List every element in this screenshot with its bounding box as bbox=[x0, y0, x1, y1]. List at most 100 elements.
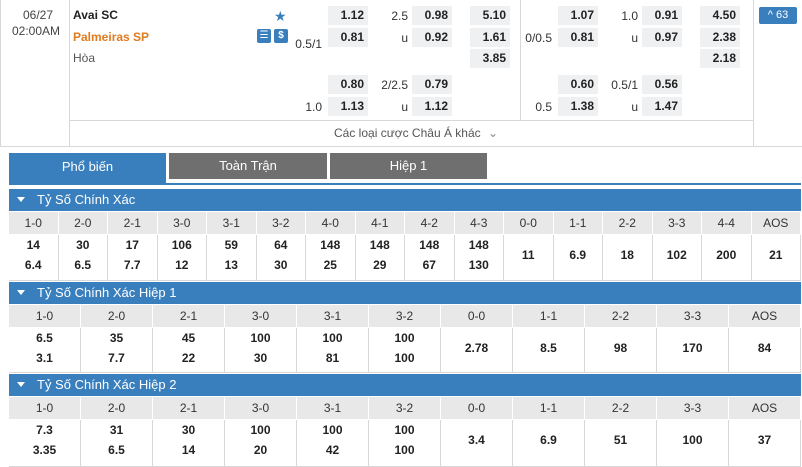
score-odds-cell[interactable]: 148 25 bbox=[306, 235, 356, 280]
ft-ou-over-odd[interactable]: 0.98 bbox=[412, 6, 452, 25]
odds-value[interactable]: 6.9 bbox=[540, 433, 557, 447]
odds-value[interactable]: 12 bbox=[175, 258, 189, 272]
odds-value[interactable]: 148 bbox=[320, 238, 341, 252]
score-odds-cell[interactable]: 106 12 bbox=[158, 235, 207, 280]
collapse-arrow-icon[interactable] bbox=[17, 382, 25, 387]
odds-value[interactable]: 102 bbox=[666, 248, 687, 262]
odds-value[interactable]: 22 bbox=[181, 351, 196, 365]
odds-value[interactable]: 148 bbox=[468, 238, 489, 252]
odds-value[interactable]: 6.5 bbox=[36, 331, 53, 345]
odds-value[interactable]: 7.7 bbox=[123, 258, 141, 272]
ht-1x2-home[interactable]: 4.50 bbox=[700, 6, 740, 25]
odds-value[interactable]: 100 bbox=[394, 423, 415, 437]
odds-value[interactable]: 37 bbox=[757, 433, 772, 447]
odds-value[interactable]: 8.5 bbox=[540, 341, 557, 355]
odds-value[interactable]: 13 bbox=[224, 258, 238, 272]
score-odds-cell[interactable]: 100 81 bbox=[297, 328, 369, 372]
odds-value[interactable]: 20 bbox=[253, 443, 268, 457]
score-odds-cell[interactable]: 100 42 bbox=[297, 420, 369, 466]
odds-value[interactable]: 14 bbox=[181, 443, 196, 457]
score-odds-cell[interactable]: 100 30 bbox=[225, 328, 297, 372]
tab-popular[interactable]: Phổ biến bbox=[9, 153, 166, 183]
odds-value[interactable]: 14 bbox=[26, 238, 40, 252]
odds-value[interactable]: 25 bbox=[323, 258, 337, 272]
tab-first-half[interactable]: Hiệp 1 bbox=[330, 153, 487, 179]
odds-value[interactable]: 3.35 bbox=[32, 443, 57, 457]
score-odds-cell[interactable]: 100 100 bbox=[369, 328, 441, 372]
ht-hdp-home[interactable]: 1.07 bbox=[558, 6, 598, 25]
odds-value[interactable]: 67 bbox=[422, 258, 436, 272]
odds-value[interactable]: 200 bbox=[716, 248, 737, 262]
ft2-hdp-home[interactable]: 0.80 bbox=[328, 75, 368, 94]
ht2-ou-over-odd[interactable]: 0.56 bbox=[642, 75, 682, 94]
collapse-arrow-icon[interactable] bbox=[17, 290, 25, 295]
odds-value[interactable]: 59 bbox=[224, 238, 238, 252]
ht-1x2-away[interactable]: 2.38 bbox=[700, 28, 740, 47]
score-odds-cell[interactable]: 18 bbox=[603, 235, 653, 280]
score-odds-cell[interactable]: 14 6.4 bbox=[9, 235, 59, 280]
score-odds-cell[interactable]: 6.9 bbox=[554, 235, 603, 280]
score-odds-cell[interactable]: 51 bbox=[585, 420, 657, 466]
score-odds-cell[interactable]: 98 bbox=[585, 328, 657, 372]
section-correct-score-h2[interactable]: Tỷ Số Chính Xác Hiệp 2 bbox=[9, 374, 801, 396]
ft-1x2-draw[interactable]: 3.85 bbox=[470, 49, 510, 68]
odds-value[interactable]: 3.4 bbox=[468, 433, 485, 447]
odds-value[interactable]: 100 bbox=[394, 443, 415, 457]
score-odds-cell[interactable]: 11 bbox=[504, 235, 554, 280]
ft2-hdp-away[interactable]: 1.13 bbox=[328, 97, 368, 116]
score-odds-cell[interactable]: 84 bbox=[729, 328, 801, 372]
ht2-ou-under-odd[interactable]: 1.47 bbox=[642, 97, 682, 116]
odds-value[interactable]: 148 bbox=[369, 238, 390, 252]
score-odds-cell[interactable]: 148 29 bbox=[356, 235, 405, 280]
odds-value[interactable]: 30 bbox=[76, 238, 90, 252]
odds-value[interactable]: 100 bbox=[682, 433, 703, 447]
odds-value[interactable]: 17 bbox=[125, 238, 139, 252]
ht-1x2-draw[interactable]: 2.18 bbox=[700, 49, 740, 68]
score-odds-cell[interactable]: 170 bbox=[657, 328, 729, 372]
home-team[interactable]: Avai SC bbox=[73, 8, 118, 22]
odds-value[interactable]: 100 bbox=[250, 331, 271, 345]
score-odds-cell[interactable]: 102 bbox=[653, 235, 702, 280]
ht2-hdp-away[interactable]: 1.38 bbox=[558, 97, 598, 116]
odds-value[interactable]: 6.5 bbox=[74, 258, 92, 272]
odds-value[interactable]: 7.7 bbox=[108, 351, 125, 365]
odds-value[interactable]: 84 bbox=[757, 341, 772, 355]
odds-value[interactable]: 148 bbox=[419, 238, 440, 252]
odds-value[interactable]: 100 bbox=[250, 423, 271, 437]
odds-value[interactable]: 100 bbox=[322, 423, 343, 437]
odds-value[interactable]: 98 bbox=[613, 341, 628, 355]
star-icon[interactable]: ★ bbox=[274, 8, 287, 24]
odds-value[interactable]: 35 bbox=[109, 331, 124, 345]
odds-value[interactable]: 100 bbox=[322, 331, 343, 345]
stats-icon[interactable]: ☰ bbox=[257, 29, 271, 43]
ft-hdp-home[interactable]: 1.12 bbox=[328, 6, 368, 25]
odds-value[interactable]: 2.78 bbox=[464, 341, 489, 355]
odds-value[interactable]: 6.4 bbox=[24, 258, 42, 272]
score-odds-cell[interactable]: 100 100 bbox=[369, 420, 441, 466]
ht2-hdp-home[interactable]: 0.60 bbox=[558, 75, 598, 94]
odds-value[interactable]: 7.3 bbox=[36, 423, 53, 437]
score-odds-cell[interactable]: 2.78 bbox=[441, 328, 513, 372]
odds-value[interactable]: 6.9 bbox=[569, 248, 587, 262]
ht-hdp-away[interactable]: 0.81 bbox=[558, 28, 598, 47]
ft2-ou-over-odd[interactable]: 0.79 bbox=[412, 75, 452, 94]
score-odds-cell[interactable]: 148 130 bbox=[455, 235, 504, 280]
score-odds-cell[interactable]: 30 6.5 bbox=[59, 235, 108, 280]
collapse-arrow-icon[interactable] bbox=[17, 197, 25, 202]
ft-ou-under-odd[interactable]: 0.92 bbox=[412, 28, 452, 47]
score-odds-cell[interactable]: 37 bbox=[729, 420, 801, 466]
odds-value[interactable]: 3.1 bbox=[36, 351, 53, 365]
score-odds-cell[interactable]: 148 67 bbox=[405, 235, 455, 280]
ft-1x2-away[interactable]: 1.61 bbox=[470, 28, 510, 47]
score-odds-cell[interactable]: 200 bbox=[702, 235, 752, 280]
score-odds-cell[interactable]: 3.4 bbox=[441, 420, 513, 466]
score-odds-cell[interactable]: 45 22 bbox=[153, 328, 225, 372]
dollar-icon[interactable]: $ bbox=[274, 29, 288, 43]
score-odds-cell[interactable]: 59 13 bbox=[207, 235, 257, 280]
odds-value[interactable]: 21 bbox=[769, 248, 783, 262]
score-odds-cell[interactable]: 21 bbox=[752, 235, 801, 280]
score-odds-cell[interactable]: 100 bbox=[657, 420, 729, 466]
odds-value[interactable]: 81 bbox=[325, 351, 340, 365]
ft2-ou-under-odd[interactable]: 1.12 bbox=[412, 97, 452, 116]
odds-value[interactable]: 106 bbox=[171, 238, 192, 252]
